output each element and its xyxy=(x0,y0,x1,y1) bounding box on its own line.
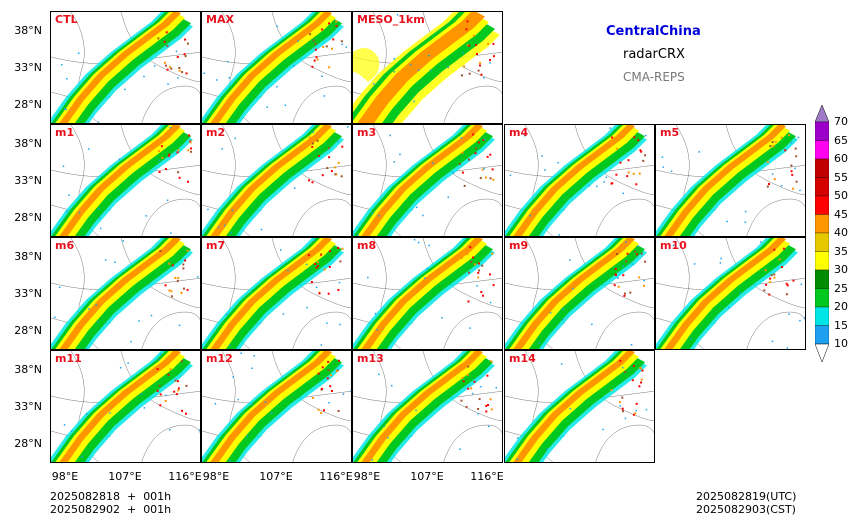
panel-label: CTL xyxy=(55,13,78,26)
product-title: radarCRX xyxy=(623,47,685,62)
latitude-tick: 28°N xyxy=(14,98,42,111)
valid-time-utc: 2025082819(UTC) xyxy=(696,490,797,503)
longitude-tick: 98°E xyxy=(51,470,79,483)
valid-time-cst: 2025082903(CST) xyxy=(696,503,796,516)
latitude-tick: 33°N xyxy=(14,287,42,300)
panel-label: MAX xyxy=(206,13,234,26)
colorbar-level: 20 xyxy=(834,300,848,313)
longitude-tick: 116°E xyxy=(319,470,353,483)
latitude-tick: 38°N xyxy=(14,250,42,263)
latitude-tick: 28°N xyxy=(14,324,42,337)
latitude-tick: 38°N xyxy=(14,363,42,376)
map-panel: m3 xyxy=(352,124,503,237)
panel-label: m12 xyxy=(206,352,233,365)
longitude-tick: 98°E xyxy=(202,470,230,483)
colorbar-level: 50 xyxy=(834,189,848,202)
colorbar-level: 10 xyxy=(834,337,848,350)
colorbar-level: 35 xyxy=(834,244,848,258)
map-panel: m9 xyxy=(504,237,655,350)
latitude-tick: 28°N xyxy=(14,437,42,450)
panel-label: m1 xyxy=(55,126,75,139)
init-time-utc: 2025082818 + 001h xyxy=(50,490,172,503)
colorbar-level: 65 xyxy=(834,133,848,147)
map-panel: m7 xyxy=(201,237,352,350)
colorbar-level: 25 xyxy=(834,281,848,295)
latitude-tick: 38°N xyxy=(14,24,42,37)
panel-label: m9 xyxy=(509,239,529,252)
colorbar xyxy=(815,105,829,363)
longitude-tick: 116°E xyxy=(168,470,202,483)
longitude-tick: 116°E xyxy=(470,470,504,483)
latitude-tick: 33°N xyxy=(14,400,42,413)
panel-label: m8 xyxy=(357,239,377,252)
panel-label: m13 xyxy=(357,352,384,365)
map-panel: m1 xyxy=(50,124,201,237)
panel-label: m4 xyxy=(509,126,529,139)
longitude-tick: 107°E xyxy=(108,470,142,483)
colorbar-level: 15 xyxy=(834,318,848,332)
map-panel: m11 xyxy=(50,350,201,463)
latitude-tick: 33°N xyxy=(14,174,42,187)
map-panel: m5 xyxy=(655,124,806,237)
map-panel: m14 xyxy=(504,350,655,463)
longitude-tick: 107°E xyxy=(259,470,293,483)
map-panel: MESO_1km xyxy=(352,11,503,124)
map-panel: m2 xyxy=(201,124,352,237)
map-panel: m4 xyxy=(504,124,655,237)
longitude-tick: 107°E xyxy=(410,470,444,483)
panel-label: m10 xyxy=(660,239,687,252)
panel-label: m11 xyxy=(55,352,82,365)
longitude-tick: 98°E xyxy=(353,470,381,483)
panel-label: m14 xyxy=(509,352,536,365)
region-title: CentralChina xyxy=(606,24,701,39)
map-panel: m8 xyxy=(352,237,503,350)
latitude-tick: 33°N xyxy=(14,61,42,74)
panel-label: m7 xyxy=(206,239,226,252)
panel-label: m3 xyxy=(357,126,377,139)
panel-label: MESO_1km xyxy=(357,13,425,26)
init-time-cst: 2025082902 + 001h xyxy=(50,503,172,516)
panel-label: m2 xyxy=(206,126,226,139)
map-panel: m12 xyxy=(201,350,352,463)
panel-label: m5 xyxy=(660,126,680,139)
colorbar-level: 55 xyxy=(834,170,848,184)
system-title: CMA-REPS xyxy=(623,70,685,84)
latitude-tick: 28°N xyxy=(14,211,42,224)
panel-label: m6 xyxy=(55,239,75,252)
colorbar-level: 45 xyxy=(834,207,848,221)
map-panel: m13 xyxy=(352,350,503,463)
map-panel: CTL xyxy=(50,11,201,124)
colorbar-level: 30 xyxy=(834,263,848,276)
colorbar-level: 40 xyxy=(834,226,848,239)
map-panel: m10 xyxy=(655,237,806,350)
latitude-tick: 38°N xyxy=(14,137,42,150)
map-panel: MAX xyxy=(201,11,352,124)
map-panel: m6 xyxy=(50,237,201,350)
colorbar-level: 70 xyxy=(834,115,848,128)
colorbar-level: 60 xyxy=(834,152,848,165)
